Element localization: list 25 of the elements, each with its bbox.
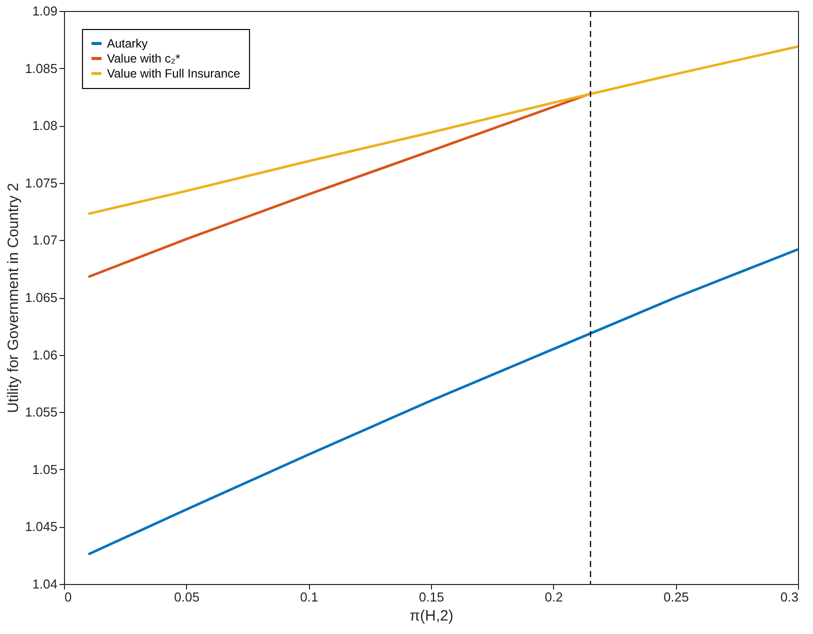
x-tick-label: 0.2 — [544, 590, 563, 604]
y-tick-label: 1.07 — [32, 232, 58, 248]
legend-label: Value with c₂* — [107, 52, 180, 66]
x-tick-label: 0 — [64, 590, 72, 604]
legend-label: Autarky — [107, 36, 148, 50]
line-series — [87, 248, 800, 556]
x-tick-label: 0.15 — [418, 590, 444, 604]
y-tick-label: 1.075 — [24, 175, 58, 190]
x-axis-title: π(H,2) — [410, 608, 454, 624]
x-tick-label: 0.3 — [780, 590, 798, 604]
y-tick-label: 1.08 — [32, 118, 58, 134]
y-tick-label: 1.045 — [24, 519, 58, 534]
y-tick-label: 1.065 — [24, 290, 58, 305]
x-tick-label: 0.05 — [174, 590, 200, 604]
x-tick-label: 0.25 — [664, 590, 689, 604]
y-tick-label: 1.085 — [24, 60, 58, 76]
y-axis-title: Utility for Government in Country 2 — [4, 182, 22, 414]
x-tick-label: 0.1 — [300, 590, 318, 604]
y-tick-label: 1.09 — [32, 4, 58, 18]
y-tick-label: 1.055 — [24, 404, 58, 420]
y-tick-label: 1.06 — [32, 347, 58, 362]
line-series — [87, 92, 592, 278]
y-tick-label: 1.04 — [32, 576, 58, 592]
y-tick-label: 1.05 — [32, 462, 58, 477]
legend-label: Value with Full Insurance — [107, 66, 241, 80]
